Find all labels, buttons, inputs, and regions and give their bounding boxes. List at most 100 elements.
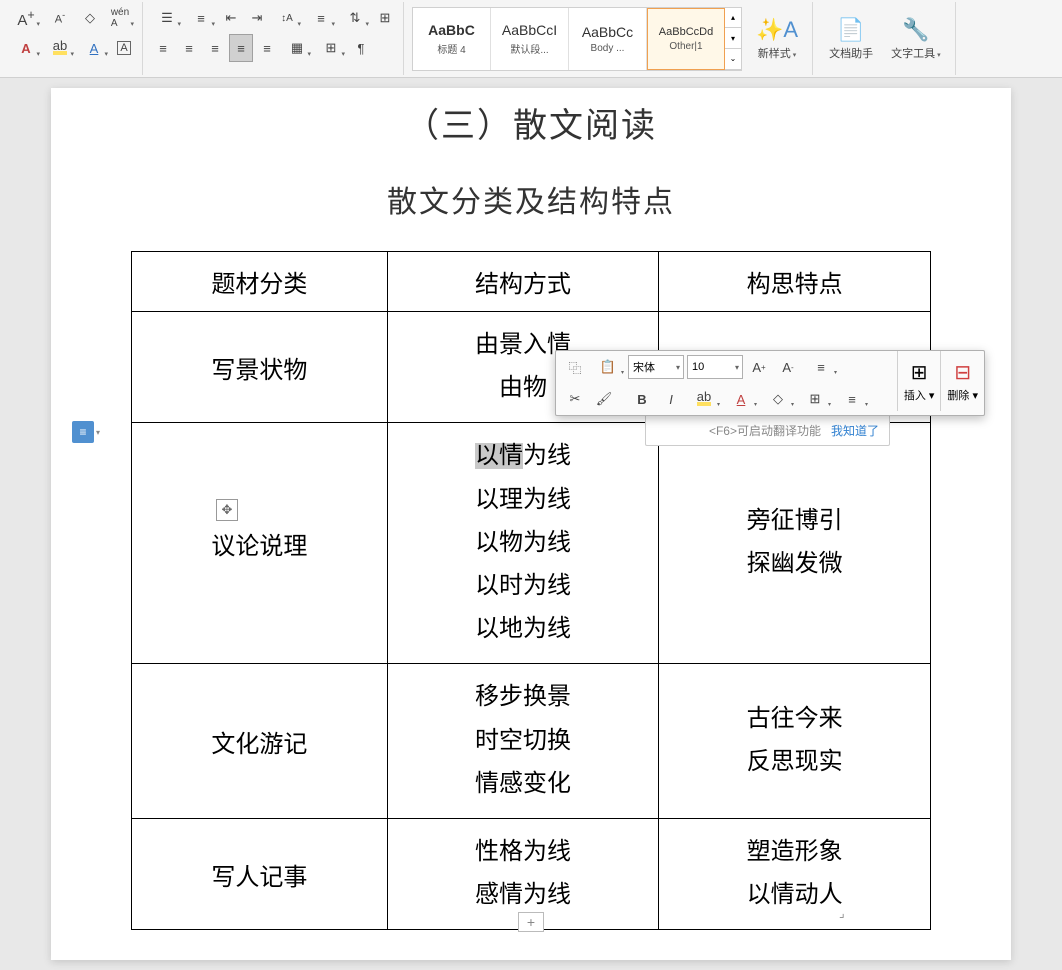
style-name: 标题 4 xyxy=(437,41,465,56)
style-preview: AaBbC xyxy=(428,22,475,38)
copy-button[interactable]: ⿻ xyxy=(562,354,588,380)
delete-label: 删除 xyxy=(947,390,969,402)
font-color-mini-button[interactable]: A▾ xyxy=(724,386,758,412)
font-name-value: 宋体 xyxy=(633,359,655,375)
font-size-value: 10 xyxy=(692,361,704,373)
line-spacing-button[interactable]: ≡▾ xyxy=(305,4,337,32)
ribbon-toolbar: A+▾ A- ◇ wénA▾ A▾ ab▾ A▾ A ☰▾ ≡▾ ⇤ ⇥ ↕A▾… xyxy=(0,0,1062,78)
doc-helper-label: 文档助手 xyxy=(829,45,873,61)
th-structure: 结构方式 xyxy=(387,252,659,312)
paragraph-options-dropdown[interactable]: ▾ xyxy=(96,428,100,437)
table-resize-handle[interactable]: ⌟ xyxy=(839,906,855,922)
cell-feature: 塑造形象 以情动人 xyxy=(659,818,931,929)
brush-icon: 🖌 xyxy=(596,391,613,407)
format-painter-button[interactable]: 🖌 xyxy=(591,386,617,412)
style-preview: AaBbCcI xyxy=(502,22,557,38)
cell-category: 文化游记 xyxy=(132,664,388,819)
numbering-button[interactable]: ≡▾ xyxy=(185,4,217,32)
borders-button[interactable]: ⊞▾ xyxy=(315,34,347,62)
align-mini-button[interactable]: ≡▾ xyxy=(835,386,869,412)
style-preview: AaBbCc xyxy=(582,24,633,40)
paste-button[interactable]: 📋▾ xyxy=(591,354,625,380)
style-scroll-more[interactable]: ⌄ xyxy=(725,49,741,70)
align-center-button[interactable]: ≡ xyxy=(177,34,201,62)
font-color-button[interactable]: A▾ xyxy=(10,34,42,62)
new-style-button[interactable]: ✨A 新样式▾ xyxy=(748,13,806,65)
delete-large-button[interactable]: ⊟ 删除 ▾ xyxy=(940,351,984,411)
text-selection[interactable]: 以情 xyxy=(475,443,523,469)
cell-structure: 移步换景 时空切换 情感变化 xyxy=(387,664,659,819)
shading-button[interactable]: ▦▾ xyxy=(281,34,313,62)
italic-button[interactable]: I xyxy=(658,386,684,412)
text-direction-button[interactable]: ↕A▾ xyxy=(271,4,303,32)
char-border-button[interactable]: A xyxy=(112,34,136,62)
table-move-handle[interactable]: ✥ xyxy=(216,499,238,521)
decrease-indent-button[interactable]: ⇤ xyxy=(219,4,243,32)
line-spacing-mini-button[interactable]: ≡▾ xyxy=(804,354,838,380)
text-tools-button[interactable]: 🔧 文字工具▾ xyxy=(883,4,949,73)
copy-icon: ⿻ xyxy=(568,358,581,377)
increase-indent-button[interactable]: ⇥ xyxy=(245,4,269,32)
tools-group: 📄 文档助手 🔧 文字工具▾ xyxy=(815,2,956,75)
doc-helper-icon: 📄 xyxy=(837,17,864,43)
borders-mini-button[interactable]: ⊞▾ xyxy=(798,386,832,412)
style-default[interactable]: AaBbCcI 默认段... xyxy=(491,8,569,70)
decrease-font-button[interactable]: A- xyxy=(44,4,76,32)
align-left-button[interactable]: ≡ xyxy=(151,34,175,62)
new-style-icon: ✨A xyxy=(756,17,798,43)
insert-label: 插入 xyxy=(904,390,926,402)
cell-category: 议论说理 xyxy=(132,423,388,664)
style-body[interactable]: AaBbCc Body ... xyxy=(569,8,647,70)
font-name-select[interactable]: 宋体 xyxy=(628,355,684,379)
style-heading4[interactable]: AaBbC 标题 4 xyxy=(413,8,491,70)
doc-helper-button[interactable]: 📄 文档助手 xyxy=(821,4,881,73)
th-category: 题材分类 xyxy=(132,252,388,312)
bold-button[interactable]: B xyxy=(629,386,655,412)
highlight-button[interactable]: ab▾ xyxy=(44,34,76,62)
left-float-panel: ≡ ▾ xyxy=(72,421,100,443)
font-size-select[interactable]: 10 xyxy=(687,355,743,379)
increase-font-button[interactable]: A+▾ xyxy=(10,4,42,32)
text-tools-label: 文字工具 xyxy=(891,48,935,60)
insert-icon: ⊞ xyxy=(911,360,928,385)
cell-category: 写人记事 xyxy=(132,818,388,929)
page: （三）散文阅读 散文分类及结构特点 ✥ 题材分类 结构方式 构思特点 写景状物 … xyxy=(51,88,1011,960)
table-row: 议论说理 以情为线 以理为线 以物为线 以时为线 以地为线 旁征博引 探幽发微 xyxy=(132,423,931,664)
insert-large-button[interactable]: ⊞ 插入 ▾ xyxy=(897,351,941,411)
font-format-group: A+▾ A- ◇ wénA▾ A▾ ab▾ A▾ A xyxy=(4,2,143,75)
cut-button[interactable]: ✂ xyxy=(562,386,588,412)
sort-button[interactable]: ⇅▾ xyxy=(339,4,371,32)
grow-font-button[interactable]: A+ xyxy=(746,354,772,380)
distribute-button[interactable]: ≡ xyxy=(255,34,279,62)
align-right-button[interactable]: ≡ xyxy=(203,34,227,62)
font-color2-button[interactable]: A▾ xyxy=(78,34,110,62)
insert-table-button[interactable]: ⊞ xyxy=(373,4,397,32)
document-area: （三）散文阅读 散文分类及结构特点 ✥ 题材分类 结构方式 构思特点 写景状物 … xyxy=(0,78,1062,970)
add-row-button[interactable]: + xyxy=(518,912,544,932)
style-other[interactable]: AaBbCcDd Other|1 xyxy=(647,8,725,70)
th-feature: 构思特点 xyxy=(659,252,931,312)
doc-title: （三）散文阅读 xyxy=(131,98,931,147)
table-header-row: 题材分类 结构方式 构思特点 xyxy=(132,252,931,312)
show-marks-button[interactable]: ¶ xyxy=(349,34,373,62)
selected-cell: 以情为线 xyxy=(396,435,651,478)
highlight-mini-button[interactable]: ab▾ xyxy=(687,386,721,412)
align-justify-button[interactable]: ≡ xyxy=(229,34,253,62)
paragraph-options-button[interactable]: ≡ xyxy=(72,421,94,443)
shrink-font-button[interactable]: A- xyxy=(775,354,801,380)
cell-feature: 古往今来 反思现实 xyxy=(659,664,931,819)
hint-dismiss-link[interactable]: 我知道了 xyxy=(831,422,879,439)
style-scroll-down[interactable]: ▾ xyxy=(725,28,741,49)
cut-icon: ✂ xyxy=(570,391,581,407)
hint-bar: <F6>可启动翻译功能 我知道了 xyxy=(645,416,890,446)
bullets-button[interactable]: ☰▾ xyxy=(151,4,183,32)
style-gallery: AaBbC 标题 4 AaBbCcI 默认段... AaBbCc Body ..… xyxy=(412,7,742,71)
style-name: Other|1 xyxy=(669,41,702,52)
paste-icon: 📋 xyxy=(600,359,616,375)
text-tools-icon: 🔧 xyxy=(902,17,929,43)
clear-format-button[interactable]: ◇ xyxy=(78,4,102,32)
style-scroll-up[interactable]: ▴ xyxy=(725,8,741,29)
clear-format-mini-button[interactable]: ◇▾ xyxy=(761,386,795,412)
mini-toolbar: ⿻ 📋▾ 宋体 10 A+ A- ≡▾ ✂ 🖌 B I ab▾ A▾ ◇▾ ⊞▾… xyxy=(555,350,985,416)
phonetic-guide-button[interactable]: wénA▾ xyxy=(104,4,136,32)
